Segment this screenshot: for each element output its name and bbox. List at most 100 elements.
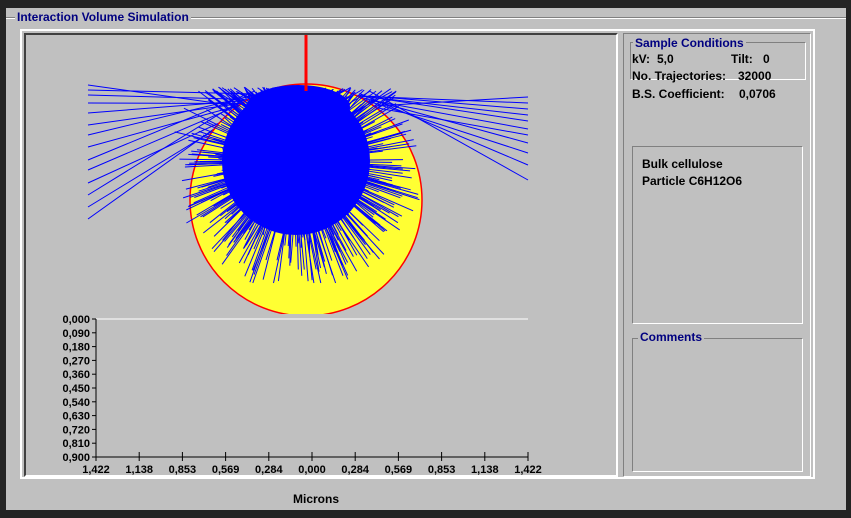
- y-tick-label: 0,450: [62, 383, 90, 395]
- trajectory-segment: [200, 121, 250, 144]
- trajectory-segment: [202, 183, 255, 218]
- trajectory-segment: [347, 172, 380, 181]
- trajectory-segment: [188, 175, 259, 207]
- trajectory-segment: [282, 89, 288, 103]
- trajectory-segment: [338, 211, 380, 260]
- trajectory-segment: [297, 90, 302, 98]
- trajectory-segment: [336, 123, 403, 148]
- trajectory-segment: [332, 184, 357, 204]
- trajectory-segment: [244, 86, 273, 109]
- trajectory-segment: [310, 91, 327, 105]
- comments-box[interactable]: [632, 338, 803, 472]
- comments-header: Comments: [638, 330, 705, 344]
- trajectory-segment: [197, 149, 245, 156]
- x-tick-label: 0,569: [212, 464, 240, 475]
- trajectory-segment: [276, 91, 282, 103]
- trajectory-segment: [191, 153, 248, 159]
- trajectory-segment: [352, 165, 411, 172]
- trajectory-segment: [336, 211, 368, 259]
- trajectory-segment: [316, 205, 341, 253]
- trajectory-segment: [185, 162, 231, 166]
- y-tick-label: 0,630: [62, 411, 90, 423]
- window-frame-top: [6, 17, 846, 19]
- x-tick-label: 0,569: [385, 464, 413, 475]
- trajectory-segment: [179, 158, 242, 161]
- trajectory-segment: [325, 88, 344, 100]
- trajectory-cloud: [174, 85, 420, 284]
- trajectory-segment: [276, 220, 287, 261]
- trajectory-segment: [287, 207, 292, 247]
- trajectory-segment: [220, 197, 238, 209]
- trajectory-segment: [351, 161, 393, 163]
- trajectory-segment: [244, 88, 256, 110]
- trajectory-segment: [197, 177, 229, 189]
- sample-conditions-header: Sample Conditions: [633, 36, 746, 50]
- y-tick-label: 0,090: [62, 328, 90, 340]
- trajectory-segment: [347, 103, 397, 134]
- trajectory-segment: [355, 178, 420, 201]
- trajectory-segment: [207, 179, 229, 188]
- trajectory-segment: [238, 212, 269, 264]
- trajectory-segment: [284, 210, 290, 246]
- trajectory-segment: [221, 89, 256, 113]
- y-tick-label: 0,720: [62, 424, 90, 436]
- trajectory-segment: [332, 90, 397, 135]
- trajectory-segment: [341, 165, 403, 174]
- trajectory-segment: [361, 132, 403, 145]
- trajectory-segment: [329, 192, 364, 226]
- trajectory-segment: [325, 96, 348, 128]
- trajectory-segment: [243, 86, 275, 126]
- trajectory-segment: [352, 171, 376, 178]
- trajectory-segment: [198, 130, 246, 148]
- trajectory-segment: [233, 92, 262, 115]
- trajectory-segment: [352, 173, 387, 184]
- trajectory-segment: [174, 131, 246, 150]
- trajectory-segment: [231, 203, 258, 238]
- trajectory-segment: [201, 173, 247, 188]
- escaped-trajectory: [359, 94, 529, 122]
- trajectory-segment: [219, 193, 249, 217]
- trajectory-segment: [360, 181, 403, 197]
- trajectory-segment: [335, 136, 373, 150]
- escaped-trajectory: [369, 99, 529, 130]
- trajectory-segment: [310, 203, 333, 276]
- trajectory-segment: [208, 99, 259, 137]
- trajectory-segment: [189, 161, 240, 164]
- trajectory-segment: [354, 159, 404, 161]
- trajectory-segment: [185, 171, 251, 190]
- trajectory-segment: [220, 120, 243, 134]
- trajectory-segment: [226, 210, 254, 248]
- trajectory-segment: [343, 180, 395, 206]
- window-title: Interaction Volume Simulation: [15, 10, 191, 24]
- trajectory-segment: [335, 175, 379, 193]
- escaped-trajectory: [359, 93, 529, 166]
- trajectory-segment: [339, 200, 352, 212]
- trajectory-segment: [322, 224, 344, 276]
- escaped-trajectory: [367, 95, 529, 110]
- trajectory-segment: [206, 121, 259, 147]
- trajectory-segment: [346, 119, 409, 144]
- trajectory-segment: [332, 182, 381, 212]
- x-axis-label: Microns: [293, 492, 340, 506]
- trajectory-segment: [333, 187, 381, 226]
- escaped-trajectory: [362, 98, 529, 154]
- trajectory-segment: [317, 195, 339, 235]
- trajectory-segment: [218, 157, 247, 160]
- y-tick-label: 0,360: [62, 369, 90, 381]
- trajectory-segment: [335, 185, 386, 220]
- info-panel: Sample Conditions kV: 5,0 Tilt: 0 No. Tr…: [623, 33, 811, 477]
- trajectory-segment: [360, 145, 417, 154]
- plot-area: 0,000 0,090 0,180 0,270 0,360 0,450 0,540 0,630…: [24, 33, 618, 477]
- trajectory-segment: [297, 208, 303, 276]
- trajectory-segment: [293, 88, 297, 107]
- escaped-trajectory: [87, 98, 244, 196]
- trajectory-segment: [206, 109, 240, 132]
- trajectory-segment: [267, 88, 275, 100]
- trajectory-segment: [337, 90, 383, 127]
- trajectory-segment: [251, 208, 275, 271]
- trajectory-segment: [282, 88, 291, 110]
- trajectory-segment: [357, 139, 414, 152]
- trajectory-segment: [335, 102, 380, 136]
- trajectory-segment: [272, 87, 282, 94]
